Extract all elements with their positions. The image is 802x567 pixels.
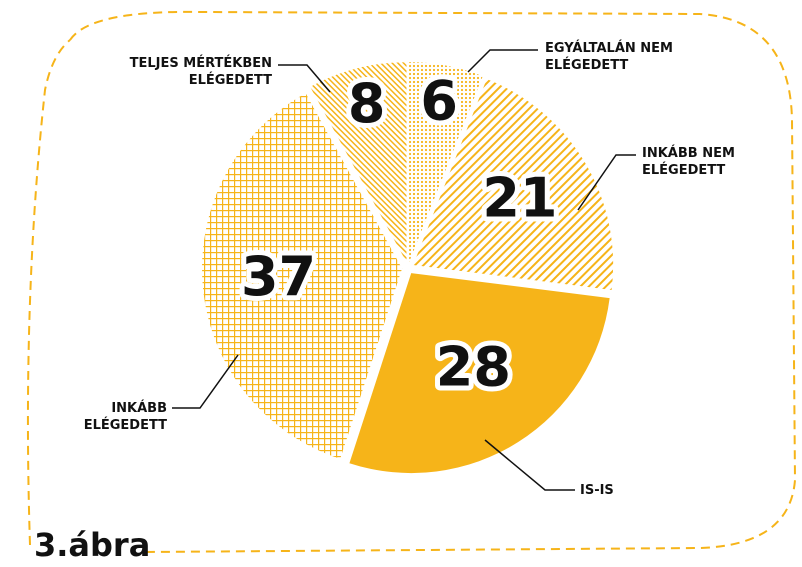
data-label: 21 <box>482 166 557 229</box>
data-labels: 6 21 28 37 8 <box>236 65 562 404</box>
pie-slice <box>349 273 610 474</box>
leader-line <box>484 439 575 491</box>
leaders <box>172 49 636 491</box>
data-label: 28 <box>436 336 511 399</box>
leader-line <box>172 354 239 409</box>
frame <box>26 10 797 553</box>
slice-label: INKÁBB NEM ELÉGEDETT <box>642 146 735 178</box>
data-label: 37 <box>241 245 316 308</box>
leader-line <box>577 154 636 211</box>
data-label: 6 <box>420 70 458 133</box>
slice-label: IS-IS <box>580 483 614 498</box>
leader-line <box>467 49 538 73</box>
pie-slice <box>310 62 407 263</box>
data-label: 8 <box>348 72 386 135</box>
pie-slice <box>202 93 403 459</box>
slice-label: INKÁBB ELÉGEDETT <box>83 401 167 433</box>
pie-slice <box>413 78 614 291</box>
pie <box>202 62 614 474</box>
slice-label: TELJES MÉRTÉKBEN ELÉGEDETT <box>129 56 272 88</box>
leader-line <box>278 64 331 93</box>
slice-label: EGYÁLTALÁN NEM ELÉGEDETT <box>545 41 673 73</box>
chart-title: 3.ábra <box>34 526 151 564</box>
pie-slice <box>409 62 483 263</box>
